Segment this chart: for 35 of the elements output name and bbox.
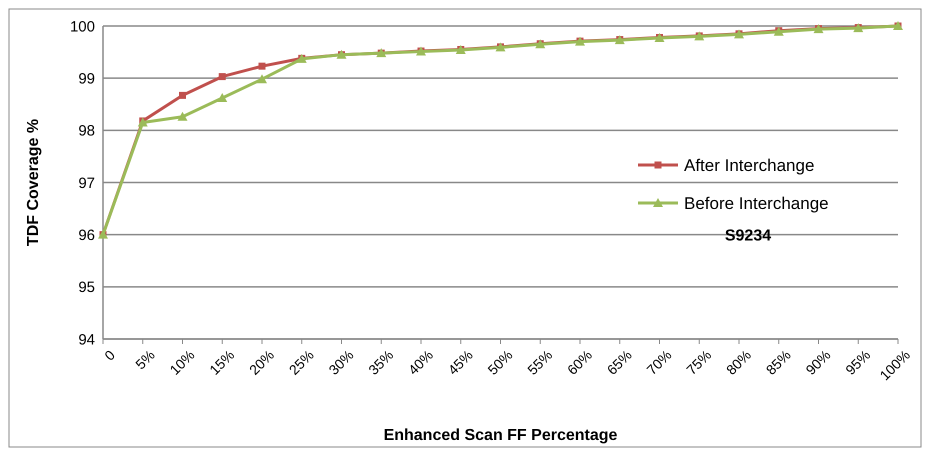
x-axis-title: Enhanced Scan FF Percentage bbox=[384, 427, 618, 444]
x-tick-label: 30% bbox=[325, 346, 357, 378]
x-tick-label: 75% bbox=[683, 346, 714, 378]
y-tick-label: 97 bbox=[78, 174, 95, 192]
annotation: S9234 bbox=[724, 228, 772, 245]
point bbox=[179, 92, 186, 99]
point bbox=[138, 118, 148, 127]
x-tick-label: 50% bbox=[484, 346, 516, 378]
x-tick-label: 0 bbox=[101, 346, 118, 364]
y-tick-label: 99 bbox=[78, 70, 95, 88]
x-tick-label: 45% bbox=[444, 346, 476, 378]
x-tick-label: 55% bbox=[524, 346, 556, 378]
x-tick-label: 80% bbox=[722, 346, 754, 378]
point bbox=[257, 74, 267, 84]
x-tick-label: 70% bbox=[643, 346, 675, 378]
x-tick-label: 85% bbox=[762, 346, 794, 378]
point bbox=[218, 73, 226, 80]
x-tick-label: 40% bbox=[404, 346, 436, 378]
y-tick-label: 96 bbox=[78, 226, 95, 244]
x-tick-label: 95% bbox=[842, 346, 874, 378]
y-tick-label: 98 bbox=[78, 122, 95, 140]
x-tick-label: 5% bbox=[132, 346, 158, 372]
point bbox=[258, 62, 266, 70]
legend-label: After Interchange bbox=[684, 156, 814, 175]
x-tick-label: 90% bbox=[802, 346, 834, 378]
point bbox=[178, 112, 188, 121]
y-axis-title: TDF Coverage % bbox=[25, 118, 42, 246]
x-tick-label: 65% bbox=[604, 346, 635, 378]
legend-label: Before Interchange bbox=[684, 194, 829, 213]
x-tick-label: 60% bbox=[564, 346, 596, 378]
point bbox=[217, 92, 228, 102]
y-tick-label: 95 bbox=[78, 279, 95, 296]
y-tick-label: 94 bbox=[78, 331, 95, 348]
x-tick-label: 35% bbox=[365, 346, 396, 378]
y-tick-label: 100 bbox=[70, 18, 95, 36]
